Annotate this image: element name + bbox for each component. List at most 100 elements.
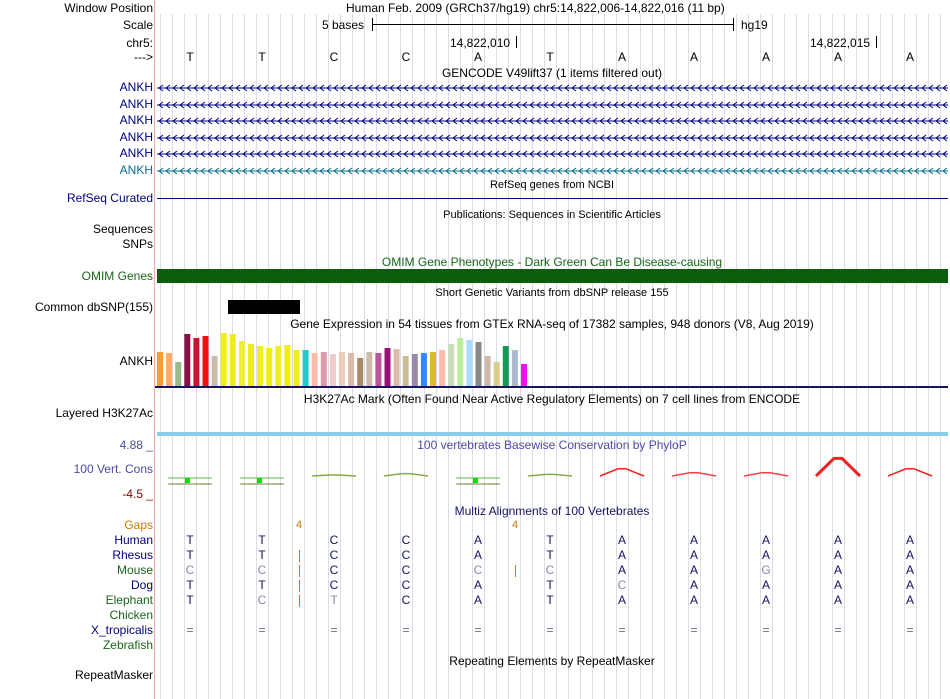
gtex-expression-chart[interactable] [155,330,545,387]
publications-track-label[interactable]: Sequences [92,222,153,236]
gtex-tissue-bar[interactable] [339,352,345,386]
strand-chevron [228,150,234,158]
gap-count-2: 4 [511,519,519,531]
strand-chevron [361,167,367,175]
gtex-tissue-bar[interactable] [493,362,500,386]
gtex-tissue-bar[interactable] [348,353,355,386]
strand-chevron [536,101,542,108]
multiz-species-label[interactable]: Dog [130,578,153,592]
gtex-tissue-bar[interactable] [238,341,245,386]
multiz-species-label[interactable]: Chicken [109,608,153,622]
multiz-species-label[interactable]: Mouse [116,563,153,577]
strand-chevron [627,134,633,142]
gtex-tissue-bar[interactable] [511,350,518,386]
gtex-tissue-bar[interactable] [193,338,200,386]
gtex-tissue-bar[interactable] [466,340,473,386]
strand-chevron [515,84,521,92]
refseq-track-line [157,198,948,199]
gencode-transcript-label[interactable]: ANKH [119,129,153,144]
gtex-tissue-bar[interactable] [266,348,273,386]
gtex-tissue-bar[interactable] [521,364,527,386]
gtex-tissue-bar[interactable] [284,345,291,386]
strand-chevron [802,167,808,175]
strand-chevron [410,117,416,125]
gtex-tissue-bar[interactable] [157,352,163,386]
strand-chevron [900,150,906,158]
gtex-track-label[interactable]: ANKH [119,354,153,368]
strand-chevron [361,117,367,125]
gtex-tissue-bar[interactable] [375,353,382,386]
gencode-transcript-strand[interactable] [157,166,948,176]
gtex-tissue-bar[interactable] [457,338,464,386]
multiz-species-label[interactable]: Zebrafish [102,638,153,652]
gtex-tissue-bar[interactable] [420,353,427,386]
gtex-tissue-bar[interactable] [311,353,318,386]
strand-chevron [760,134,766,142]
phylop-track-label[interactable]: 100 Vert. Cons [73,462,153,476]
gencode-transcript-label[interactable]: ANKH [119,80,153,94]
strand-chevron [473,167,479,175]
gencode-transcript-strand[interactable] [157,149,948,159]
h3k27ac-signal-band[interactable] [157,432,948,436]
omim-track-label[interactable]: OMIM Genes [81,269,153,283]
gtex-tissue-bar[interactable] [302,350,309,386]
strand-chevron [599,117,605,125]
strand-chevron [431,150,437,158]
gencode-transcript-label[interactable]: ANKH [119,96,153,111]
refseq-track-label[interactable]: RefSeq Curated [66,191,153,205]
strand-chevron [522,167,528,175]
strand-chevron [893,150,899,158]
gtex-tissue-bar[interactable] [184,334,191,386]
multiz-species-label[interactable]: X_tropicalis [90,623,153,637]
gtex-tissue-bar[interactable] [357,358,364,386]
gtex-tissue-bar[interactable] [175,362,182,386]
gencode-transcript-strand[interactable] [157,83,948,93]
strand-chevron [382,117,388,125]
gtex-tissue-bar[interactable] [220,333,227,386]
gtex-tissue-bar[interactable] [211,356,218,386]
phylop-conservation-plot[interactable] [157,452,948,492]
gtex-tissue-bar[interactable] [393,349,400,386]
gtex-tissue-bar[interactable] [475,342,482,386]
gtex-tissue-bar[interactable] [229,334,236,386]
omim-feature-bar[interactable] [157,269,948,283]
gtex-tissue-bar[interactable] [257,346,264,386]
dbsnp-track-label[interactable]: Common dbSNP(155) [34,300,153,314]
gtex-tissue-bar[interactable] [248,344,254,386]
repeatmasker-track-label[interactable]: RepeatMasker [74,668,153,682]
gtex-tissue-bar[interactable] [439,350,446,386]
dbsnp-feature[interactable] [228,300,300,314]
h3k27ac-track-label[interactable]: Layered H3K27Ac [55,406,153,420]
strand-chevron [368,117,374,125]
multiz-species-label[interactable]: Elephant [105,593,153,607]
gtex-tissue-bar[interactable] [293,350,300,386]
gencode-transcript-label[interactable]: ANKH [119,163,153,177]
multiz-base: = [906,623,914,637]
gtex-tissue-bar[interactable] [484,356,491,386]
gencode-transcript-strand[interactable] [157,100,948,110]
gtex-tissue-bar[interactable] [275,346,282,386]
gtex-tissue-bar[interactable] [430,352,436,386]
snps-label[interactable]: SNPs [122,237,153,251]
strand-chevron [781,101,787,108]
gtex-tissue-bar[interactable] [448,344,455,386]
gencode-transcript-label[interactable]: ANKH [119,113,153,128]
gtex-tissue-bar[interactable] [411,354,418,386]
gtex-tissue-bar[interactable] [402,356,409,386]
strand-chevron [270,167,276,175]
gtex-tissue-bar[interactable] [202,336,209,386]
gtex-tissue-bar[interactable] [320,352,327,386]
gencode-transcript-strand[interactable] [157,116,948,126]
strand-chevron [606,150,612,158]
gencode-transcript-label[interactable]: ANKH [119,146,153,161]
multiz-species-label[interactable]: Rhesus [112,548,153,562]
strand-chevron [452,150,458,158]
gencode-transcript-strand[interactable] [157,133,948,143]
strand-chevron [431,167,437,175]
gtex-tissue-bar[interactable] [384,348,391,386]
gtex-tissue-bar[interactable] [502,346,509,386]
gtex-tissue-bar[interactable] [329,354,336,386]
gtex-tissue-bar[interactable] [166,353,173,386]
gtex-tissue-bar[interactable] [366,352,373,386]
multiz-species-label[interactable]: Human [114,533,153,547]
